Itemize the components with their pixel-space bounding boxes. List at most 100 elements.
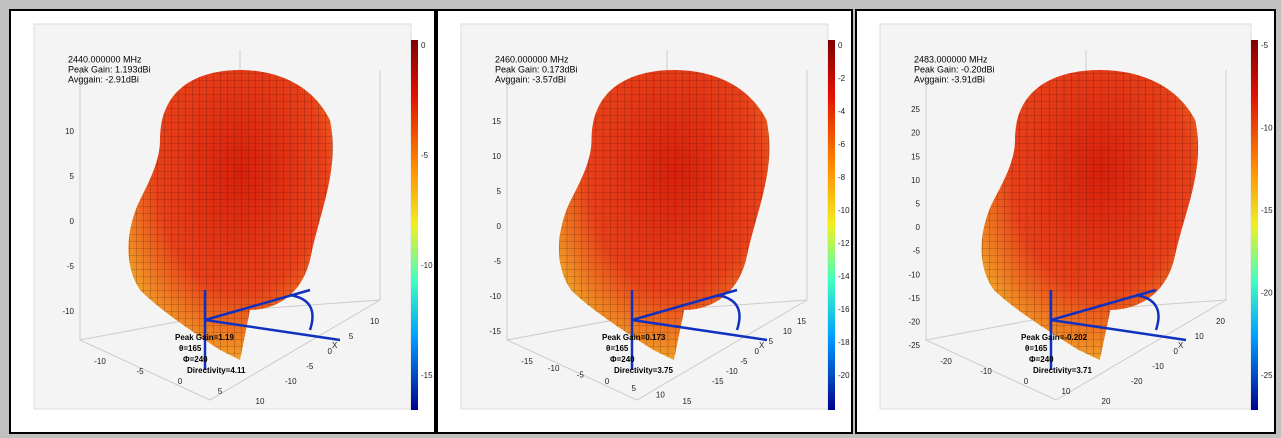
annotation-line: Φ=240 <box>1029 355 1054 364</box>
z-tick-label: 0 <box>497 222 502 231</box>
annotation-line: Peak Gain=-0.202 <box>1021 333 1088 342</box>
y-tick-label: -5 <box>306 362 314 371</box>
x-tick-label: 20 <box>1102 397 1111 406</box>
header-line: Peak Gain: 1.193dBi <box>68 64 151 74</box>
header-line: Peak Gain: -0.20dBi <box>914 64 995 74</box>
header-line: 2483.000000 MHz <box>914 54 988 64</box>
x-tick-label: 5 <box>218 387 223 396</box>
y-tick-label: -10 <box>285 377 297 386</box>
y-tick-label: -5 <box>740 357 748 366</box>
z-tick-label: 10 <box>65 127 74 136</box>
axis-lines <box>630 288 768 370</box>
z-tick-label: -5 <box>913 247 921 256</box>
colorbar-tick-label: -6 <box>838 140 846 149</box>
x-tick-label: 10 <box>1062 387 1071 396</box>
axis-label: X <box>332 341 338 350</box>
z-tick-label: -5 <box>494 257 502 266</box>
colorbar-tick-label: -14 <box>838 272 850 281</box>
colorbar-tick-label: -5 <box>421 151 429 160</box>
y-tick-label: 5 <box>769 337 774 346</box>
annotation-line: θ=165 <box>1025 344 1048 353</box>
annotation-line: Peak Gain=0.173 <box>602 333 666 342</box>
x-tick-label: 15 <box>683 397 692 406</box>
y-tick-label: -20 <box>1131 377 1143 386</box>
x-tick-label: 10 <box>656 390 665 399</box>
z-tick-label: 10 <box>492 152 501 161</box>
z-tick-label: -15 <box>489 327 501 336</box>
z-tick-label: 15 <box>492 117 501 126</box>
header-line: Avggain: -2.91dBi <box>68 74 139 84</box>
colorbar-tick-label: 0 <box>838 41 843 50</box>
y-tick-label: -10 <box>1152 362 1164 371</box>
colorbar-tick-label: -10 <box>421 261 433 270</box>
z-tick-label: -15 <box>908 294 920 303</box>
z-tick-label: 15 <box>911 152 920 161</box>
z-tick-label: -10 <box>489 292 501 301</box>
x-tick-label: -10 <box>980 367 992 376</box>
annotation-line: Φ=240 <box>183 355 208 364</box>
radiation-mesh <box>128 70 333 360</box>
colorbar-tick-label: -8 <box>838 173 846 182</box>
axis-lines <box>203 288 341 370</box>
colorbar-tick-label: -12 <box>838 239 850 248</box>
header-line: Peak Gain: 0.173dBi <box>495 64 578 74</box>
annotation-line: Peak Gain=1.19 <box>175 333 234 342</box>
z-tick-label: 5 <box>916 200 921 209</box>
annotation-line: θ=165 <box>179 344 202 353</box>
z-tick-label: 20 <box>911 129 920 138</box>
z-tick-label: 0 <box>70 217 75 226</box>
x-tick-label: 10 <box>256 397 265 406</box>
x-tick-label: -20 <box>940 357 952 366</box>
annotation-line: Directivity=3.75 <box>614 366 673 375</box>
z-tick-label: 5 <box>70 172 75 181</box>
colorbar-tick-label: -20 <box>838 371 850 380</box>
y-tick-label: -10 <box>726 367 738 376</box>
colorbar <box>411 40 418 410</box>
axis-label: X <box>759 341 765 350</box>
colorbar-tick-label: -15 <box>421 371 433 380</box>
y-tick-label: 15 <box>797 317 806 326</box>
axis-label: X <box>1178 341 1184 350</box>
x-tick-label: 0 <box>1024 377 1029 386</box>
y-tick-label: 0 <box>1174 347 1179 356</box>
z-tick-label: 5 <box>497 187 502 196</box>
y-tick-label: 10 <box>783 327 792 336</box>
x-tick-label: -15 <box>521 357 533 366</box>
colorbar <box>1251 40 1258 410</box>
z-tick-label: -20 <box>908 318 920 327</box>
colorbar-tick-label: -15 <box>1261 206 1273 215</box>
x-tick-label: -5 <box>577 370 585 379</box>
colorbar-tick-label: -18 <box>838 338 850 347</box>
header-line: Avggain: -3.57dBi <box>495 74 566 84</box>
colorbar-tick-label: -20 <box>1261 289 1273 298</box>
colorbar <box>828 40 835 410</box>
x-tick-label: -10 <box>548 364 560 373</box>
y-tick-label: 5 <box>349 332 354 341</box>
radiation-mesh <box>559 70 770 360</box>
annotation-line: Φ=240 <box>610 355 635 364</box>
colorbar-tick-label: -25 <box>1261 371 1273 380</box>
z-tick-label: -25 <box>908 341 920 350</box>
z-tick-label: -5 <box>67 262 75 271</box>
annotation-line: Directivity=3.71 <box>1033 366 1092 375</box>
z-tick-label: -10 <box>62 307 74 316</box>
colorbar-tick-label: -16 <box>838 305 850 314</box>
y-tick-label: 20 <box>1216 317 1225 326</box>
colorbar-tick-label: -4 <box>838 107 846 116</box>
annotation-line: Directivity=4.11 <box>187 366 246 375</box>
x-tick-label: -5 <box>136 367 144 376</box>
annotation-line: θ=165 <box>606 344 629 353</box>
header-line: Avggain: -3.91dBi <box>914 74 985 84</box>
colorbar-tick-label: -5 <box>1261 41 1269 50</box>
z-tick-label: 0 <box>916 223 921 232</box>
radiation-mesh <box>981 70 1199 360</box>
y-tick-label: 10 <box>1195 332 1204 341</box>
colorbar-tick-label: 0 <box>421 41 426 50</box>
header-line: 2460.000000 MHz <box>495 54 569 64</box>
x-tick-label: 0 <box>605 377 610 386</box>
y-tick-label: 0 <box>755 347 760 356</box>
